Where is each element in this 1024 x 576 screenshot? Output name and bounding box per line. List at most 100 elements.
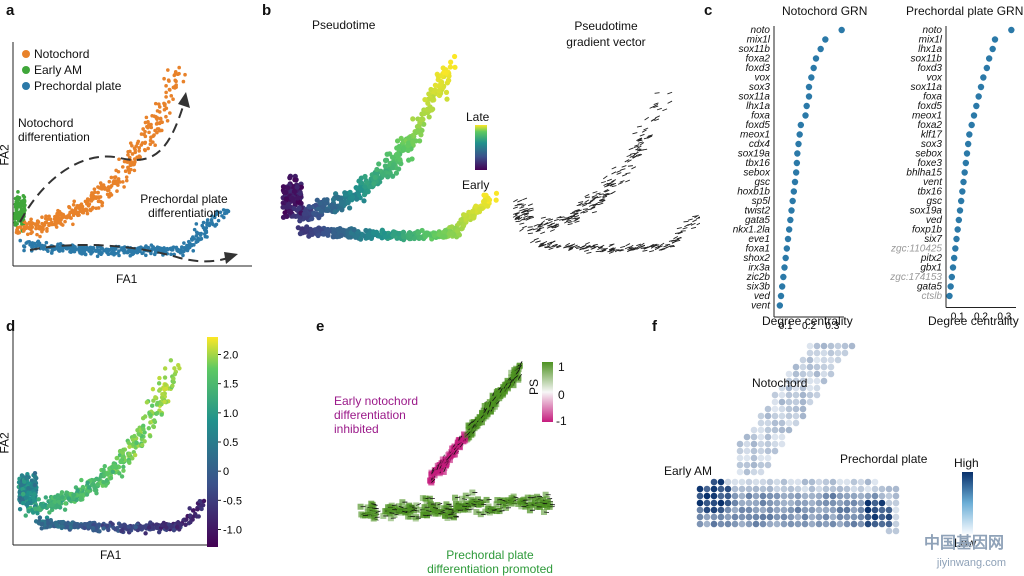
heatmap-cell xyxy=(711,521,718,528)
heatmap-cell xyxy=(872,514,879,521)
heatmap-cell xyxy=(814,350,821,357)
scatter-point xyxy=(38,227,42,231)
heatmap-cell xyxy=(774,500,781,507)
scatter-point xyxy=(105,248,109,252)
gradient-arrow xyxy=(632,133,637,134)
gradient-arrow xyxy=(523,216,528,218)
scatter-point xyxy=(155,411,159,415)
scatter-point xyxy=(14,223,18,227)
scatter-point xyxy=(79,524,83,528)
heatmap-cell xyxy=(795,514,802,521)
degree-point xyxy=(781,264,787,270)
scatter-point xyxy=(158,105,162,109)
ps-title: PS xyxy=(527,379,541,395)
heatmap-cell xyxy=(795,521,802,528)
scatter-point xyxy=(177,72,181,76)
heatmap-cell xyxy=(814,343,821,350)
scatter-point xyxy=(409,156,414,161)
scatter-point xyxy=(298,231,303,236)
scatter-point xyxy=(165,247,169,251)
scatter-point xyxy=(199,237,203,241)
scatter-point xyxy=(181,254,185,258)
heatmap-cell xyxy=(816,479,823,486)
heatmap-cell xyxy=(823,507,830,514)
scatter-point xyxy=(85,208,89,212)
degree-point xyxy=(946,293,952,299)
degree-point xyxy=(954,226,960,232)
scatter-point xyxy=(93,187,97,191)
ps-cell xyxy=(399,508,405,514)
gradient-arrow xyxy=(612,167,617,169)
heatmap-cell xyxy=(718,479,725,486)
gradient-arrow xyxy=(640,134,645,136)
scatter-point xyxy=(101,526,105,530)
panel-d-colorbar: 2.01.51.00.50-0.5-1.0 xyxy=(205,335,255,555)
heatmap-cell xyxy=(718,493,725,500)
scatter-point xyxy=(376,161,381,166)
scatter-point xyxy=(27,240,31,244)
scatter-point xyxy=(101,468,105,472)
heatmap-cell xyxy=(751,469,758,476)
ps-cell xyxy=(373,510,379,516)
scatter-point xyxy=(205,230,209,234)
legend-item: Notochord xyxy=(22,46,121,62)
scatter-point xyxy=(151,387,155,391)
scatter-point xyxy=(166,119,170,123)
gradient-arrow xyxy=(520,229,524,232)
scatter-point xyxy=(50,249,54,253)
scatter-point xyxy=(175,246,179,250)
gradient-arrow xyxy=(655,93,660,94)
scatter-point xyxy=(83,246,87,250)
heatmap-cell xyxy=(807,350,814,357)
scatter-point xyxy=(118,524,122,528)
heatmap-cell xyxy=(774,479,781,486)
legend-marker xyxy=(22,66,30,74)
gradient-arrow xyxy=(568,222,573,223)
scatter-point xyxy=(23,208,27,212)
scatter-point xyxy=(121,248,125,252)
heatmap-cell xyxy=(772,413,779,420)
heatmap-cell xyxy=(837,500,844,507)
gradient-arrow xyxy=(554,219,559,221)
scatter-point xyxy=(115,180,119,184)
scatter-point xyxy=(169,94,173,98)
degree-point xyxy=(952,245,958,251)
heatmap-cell xyxy=(851,507,858,514)
degree-point xyxy=(956,217,962,223)
heatmap-cell xyxy=(800,399,807,406)
heatmap-cell xyxy=(753,493,760,500)
scatter-point xyxy=(33,471,37,475)
gradient-arrow xyxy=(607,179,612,181)
scatter-point xyxy=(191,508,195,512)
heatmap-cell xyxy=(704,493,711,500)
scatter-point xyxy=(113,464,117,468)
heatmap-cell xyxy=(830,521,837,528)
scatter-point xyxy=(127,524,131,528)
scatter-point xyxy=(157,381,161,385)
gradient-arrow xyxy=(611,183,616,184)
scatter-point xyxy=(158,129,162,133)
scatter-point xyxy=(446,78,451,83)
heatmap-cell xyxy=(781,500,788,507)
degree-point xyxy=(808,74,814,80)
annotation-prechordal: Prechordal plate differentiation xyxy=(134,192,234,220)
scatter-point xyxy=(22,194,26,198)
heatmap-cell xyxy=(711,479,718,486)
scatter-point xyxy=(192,243,196,247)
label-notochord: Notochord xyxy=(752,376,807,390)
degree-point xyxy=(963,160,969,166)
scatter-point xyxy=(126,166,130,170)
heatmap-cell xyxy=(851,479,858,486)
scatter-point xyxy=(416,230,421,235)
scatter-point xyxy=(164,115,168,119)
heatmap-cell xyxy=(821,364,828,371)
scatter-point xyxy=(26,486,30,490)
scatter-point xyxy=(72,493,76,497)
heatmap-cell xyxy=(793,413,800,420)
gradient-arrow xyxy=(599,203,604,205)
heatmap-cell xyxy=(760,479,767,486)
scatter-point xyxy=(92,195,96,199)
scatter-point xyxy=(111,470,115,474)
gradient-arrow xyxy=(610,244,615,245)
heatmap-cell xyxy=(772,448,779,455)
